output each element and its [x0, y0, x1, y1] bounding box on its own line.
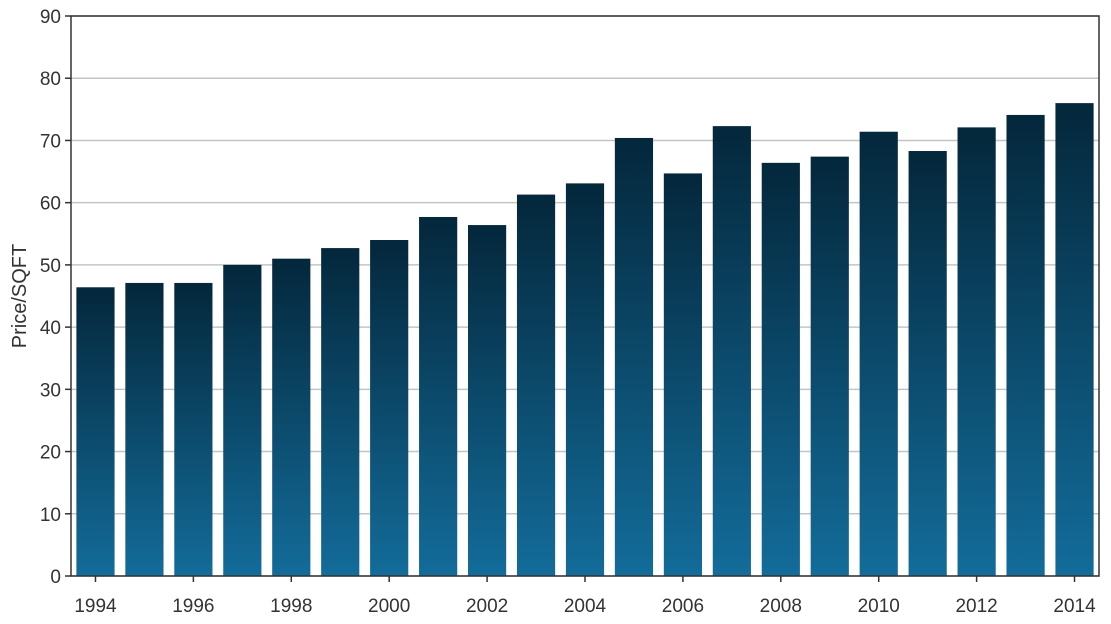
bar-2010 — [859, 131, 898, 576]
bar-2006 — [663, 173, 702, 576]
y-tick-label: 60 — [40, 194, 61, 215]
y-tick-label: 80 — [40, 69, 61, 90]
bar-2004 — [565, 183, 605, 576]
y-axis-title: Price/SQFT — [9, 244, 31, 348]
x-tick-label: 2004 — [564, 596, 607, 617]
bar-2013 — [1006, 114, 1045, 576]
x-tick-label: 1996 — [172, 596, 214, 617]
bar-2007 — [712, 126, 751, 576]
y-tick-label: 30 — [40, 380, 61, 401]
x-tick-label: 2002 — [466, 596, 508, 617]
bar-1994 — [76, 287, 115, 576]
bar-2014 — [1055, 103, 1094, 576]
bar-1999 — [321, 248, 360, 577]
x-tick-label: 2014 — [1053, 596, 1096, 617]
bar-2001 — [419, 216, 458, 576]
bar-1996 — [174, 282, 213, 576]
bar-1997 — [223, 264, 262, 576]
y-tick-label: 90 — [40, 7, 61, 28]
bar-2005 — [614, 137, 654, 576]
bar-2011 — [908, 151, 947, 576]
x-tick-label: 2010 — [858, 596, 900, 617]
x-tick-label: 2008 — [760, 596, 802, 617]
y-tick-label: 0 — [50, 567, 61, 588]
bar-2009 — [810, 156, 849, 576]
y-tick-label: 20 — [40, 443, 61, 464]
bar-2002 — [468, 225, 507, 577]
y-tick-label: 50 — [40, 256, 61, 277]
bar-2003 — [516, 194, 556, 577]
bar-1995 — [125, 282, 164, 576]
x-tick-label: 1998 — [270, 596, 312, 617]
bar-2012 — [957, 127, 996, 576]
x-tick-label: 2012 — [955, 596, 997, 617]
bar-2008 — [761, 162, 800, 576]
y-tick-label: 70 — [40, 131, 61, 152]
x-tick-label: 2006 — [662, 596, 704, 617]
x-tick-label: 2000 — [368, 596, 410, 617]
bar-2000 — [370, 240, 409, 576]
bar-1998 — [272, 258, 311, 576]
y-tick-label: 40 — [40, 318, 61, 339]
y-tick-label: 10 — [40, 505, 61, 526]
axes: 0 10 20 30 40 50 60 70 80 90 1994 1996 1998 2000 2002 2… — [40, 7, 1100, 617]
x-tick-label: 1994 — [74, 596, 117, 617]
bars — [76, 103, 1094, 577]
